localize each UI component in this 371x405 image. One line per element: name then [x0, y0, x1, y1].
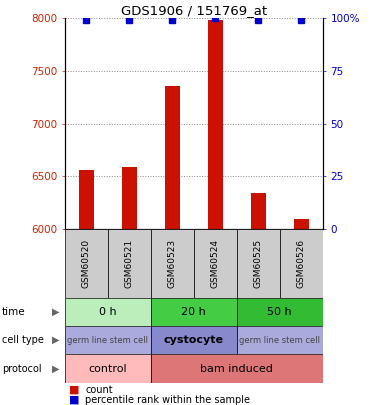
Text: ▶: ▶	[52, 364, 59, 373]
Bar	[65, 229, 108, 298]
Bar	[251, 193, 266, 229]
Bar	[65, 326, 151, 354]
Text: GSM60520: GSM60520	[82, 239, 91, 288]
Text: control: control	[89, 364, 127, 373]
Bar	[65, 354, 151, 383]
Text: cystocyte: cystocyte	[164, 335, 224, 345]
Bar	[165, 85, 180, 229]
Text: ▶: ▶	[52, 307, 59, 317]
Text: ■: ■	[69, 395, 79, 405]
Bar	[194, 229, 237, 298]
Bar	[237, 326, 323, 354]
Text: 50 h: 50 h	[267, 307, 292, 317]
Text: 20 h: 20 h	[181, 307, 206, 317]
Bar	[65, 298, 151, 326]
Text: time: time	[2, 307, 26, 317]
Bar	[237, 298, 323, 326]
Text: cell type: cell type	[2, 335, 44, 345]
Text: ▶: ▶	[52, 335, 59, 345]
Bar	[237, 229, 280, 298]
Bar	[151, 326, 237, 354]
Text: count: count	[85, 385, 113, 394]
Text: GSM60521: GSM60521	[125, 239, 134, 288]
Bar	[108, 229, 151, 298]
Text: ■: ■	[69, 385, 79, 394]
Text: GSM60523: GSM60523	[168, 239, 177, 288]
Bar	[294, 220, 309, 229]
Text: germ line stem cell: germ line stem cell	[68, 336, 148, 345]
Text: bam induced: bam induced	[200, 364, 273, 373]
Text: GSM60524: GSM60524	[211, 239, 220, 288]
Text: germ line stem cell: germ line stem cell	[239, 336, 320, 345]
Text: GSM60525: GSM60525	[254, 239, 263, 288]
Bar	[79, 170, 94, 229]
Text: protocol: protocol	[2, 364, 42, 373]
Bar	[122, 167, 137, 229]
Text: 0 h: 0 h	[99, 307, 117, 317]
Bar	[280, 229, 323, 298]
Bar	[151, 354, 323, 383]
Text: GSM60526: GSM60526	[297, 239, 306, 288]
Bar	[151, 298, 237, 326]
Bar	[151, 229, 194, 298]
Title: GDS1906 / 151769_at: GDS1906 / 151769_at	[121, 4, 267, 17]
Text: percentile rank within the sample: percentile rank within the sample	[85, 395, 250, 405]
Bar	[208, 20, 223, 229]
